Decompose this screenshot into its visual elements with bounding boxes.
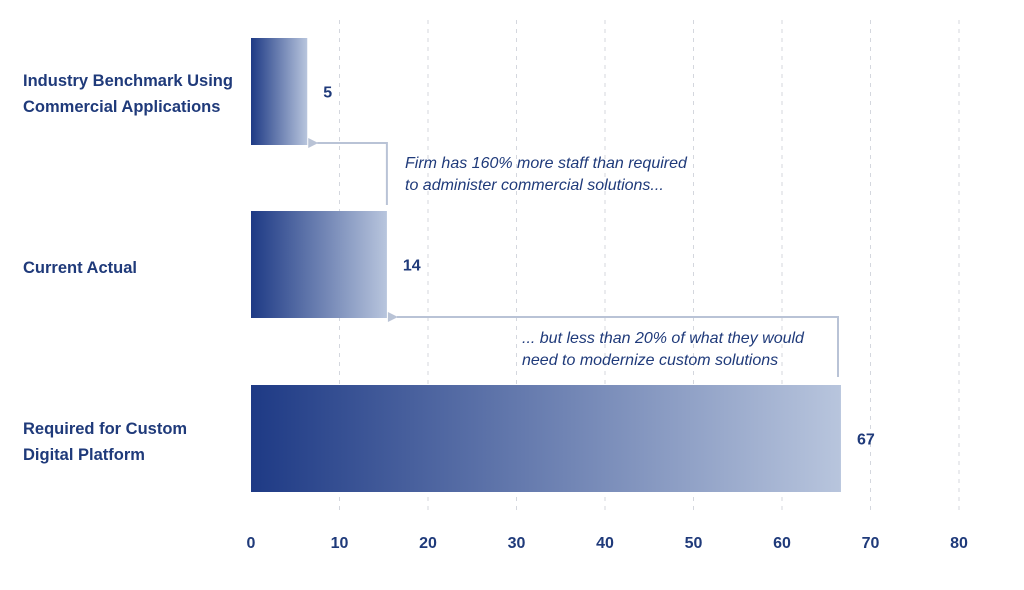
x-tick-label: 60 <box>773 535 791 552</box>
bar-required-custom <box>251 385 841 492</box>
x-tick-label: 10 <box>331 535 349 552</box>
annotation-modernization-gap: ... but less than 20% of what they would… <box>522 328 804 372</box>
x-tick-label: 0 <box>247 535 256 552</box>
bars <box>251 38 841 492</box>
annotation-line: need to modernize custom solutions <box>522 352 779 369</box>
annotation-line: ... but less than 20% of what they would <box>522 330 804 347</box>
annotation-arrows <box>308 138 839 377</box>
x-tick-label: 70 <box>862 535 880 552</box>
x-tick-label: 80 <box>950 535 968 552</box>
gridlines <box>339 20 960 515</box>
category-label-current-actual: Current Actual <box>23 259 137 277</box>
x-tick-label: 40 <box>596 535 614 552</box>
value-label: 67 <box>857 432 875 449</box>
value-label: 14 <box>403 258 421 275</box>
annotation-line: to administer commercial solutions... <box>405 177 664 194</box>
x-tick-label: 50 <box>685 535 703 552</box>
arrow-current-to-benchmark <box>308 138 388 205</box>
annotation-line: Firm has 160% more staff than required <box>405 155 687 172</box>
value-label: 5 <box>323 85 332 102</box>
bar-industry-benchmark <box>251 38 308 145</box>
annotation-staff-surplus: Firm has 160% more staff than required t… <box>405 153 687 197</box>
x-axis-ticks: 0 10 20 30 40 50 60 70 80 <box>247 535 968 552</box>
x-tick-label: 30 <box>508 535 526 552</box>
x-tick-label: 20 <box>419 535 437 552</box>
arrow-required-to-current <box>387 312 839 377</box>
category-label-required-custom: Required for Custom Digital Platform <box>23 420 188 464</box>
category-label-industry-benchmark: Industry Benchmark Using Commercial Appl… <box>23 72 233 116</box>
value-labels: 5 14 67 <box>323 85 875 449</box>
bar-current-actual <box>251 211 387 318</box>
